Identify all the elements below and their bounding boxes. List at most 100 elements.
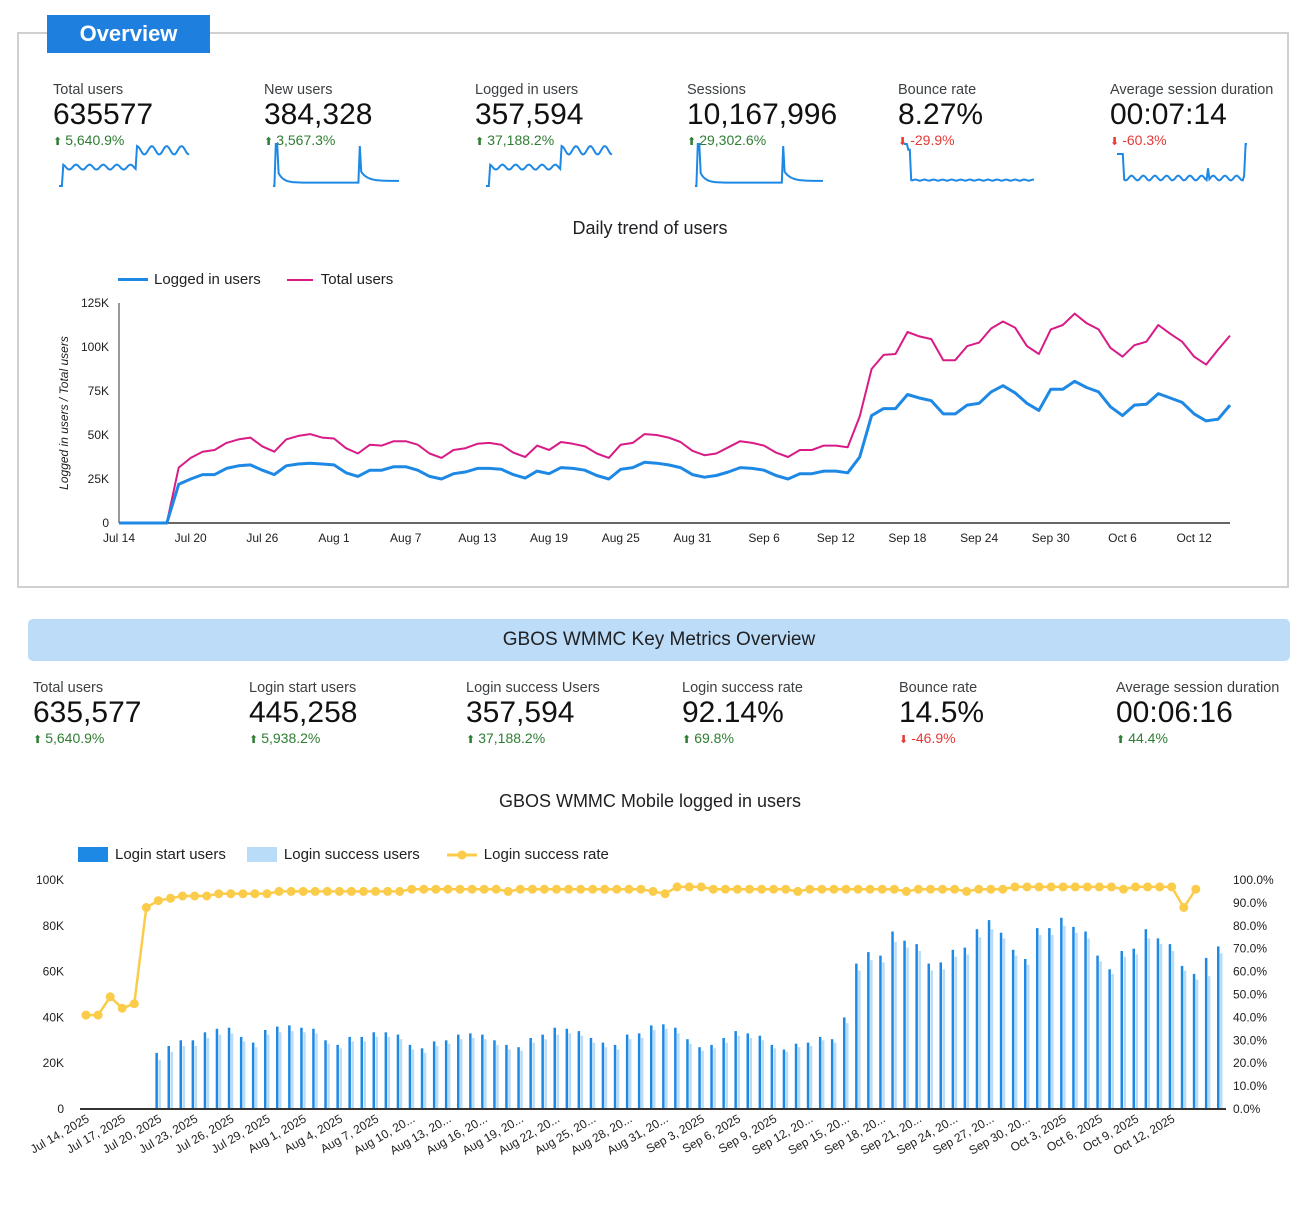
bar-login-start bbox=[987, 920, 991, 1109]
bar-login-start bbox=[1132, 948, 1135, 1109]
bar-login-start bbox=[903, 940, 906, 1109]
rate-point bbox=[817, 884, 827, 894]
mobile-legend: Login start users Login success users Lo… bbox=[78, 846, 609, 863]
rate-point bbox=[190, 891, 200, 901]
bar-login-success bbox=[737, 1035, 740, 1109]
bar-login-start bbox=[891, 931, 894, 1109]
bar-login-success bbox=[1111, 973, 1114, 1109]
bar-login-success bbox=[773, 1048, 777, 1109]
rate-point bbox=[286, 886, 296, 896]
legend-item-total[interactable]: Total users bbox=[286, 271, 393, 288]
bar-login-start bbox=[843, 1017, 846, 1109]
rate-point bbox=[648, 886, 658, 896]
rate-point bbox=[105, 992, 115, 1002]
rate-point bbox=[696, 882, 706, 892]
bar-login-success bbox=[833, 1042, 837, 1109]
kpi-delta: ⬇ -29.9% bbox=[898, 132, 983, 148]
rate-point bbox=[672, 882, 682, 892]
bar-login-start bbox=[1060, 917, 1063, 1109]
rate-point bbox=[926, 884, 935, 894]
rate-point bbox=[166, 893, 175, 903]
bar-login-start bbox=[517, 1047, 520, 1109]
bar-login-start bbox=[770, 1044, 774, 1109]
bar-login-start bbox=[215, 1028, 219, 1109]
rate-point bbox=[238, 889, 248, 899]
bar-login-start bbox=[444, 1040, 448, 1109]
x-tick-label: Jul 26 bbox=[246, 531, 278, 545]
bar-login-start bbox=[541, 1034, 544, 1109]
bar-login-success bbox=[1147, 938, 1151, 1109]
bar-login-success bbox=[327, 1043, 330, 1109]
kpi-label: Login start users bbox=[249, 680, 357, 696]
overview-panel bbox=[17, 32, 1289, 588]
arrow-up-icon: ⬆ bbox=[1116, 734, 1126, 746]
bar-login-start bbox=[481, 1034, 484, 1109]
arrow-up-icon: ⬆ bbox=[682, 734, 692, 746]
rate-point bbox=[793, 886, 803, 896]
kpi-card: Total users 635,577 ⬆ 5,640.9% bbox=[33, 680, 141, 746]
rate-point bbox=[865, 884, 875, 894]
sparkline bbox=[695, 143, 823, 187]
bar-login-success bbox=[339, 1048, 342, 1109]
kpi-delta-value: 29,302.6% bbox=[699, 132, 767, 148]
x-tick-label: Oct 6 bbox=[1108, 531, 1137, 545]
y-tick-label: 25K bbox=[88, 472, 109, 486]
bar-login-start bbox=[589, 1038, 593, 1109]
bar-login-success bbox=[689, 1043, 692, 1109]
legend-item-login-start[interactable]: Login start users bbox=[78, 846, 226, 863]
overview-tab[interactable]: Overview bbox=[47, 15, 210, 53]
rate-point bbox=[274, 886, 284, 896]
bar-login-success bbox=[279, 1032, 282, 1109]
bar-login-success bbox=[725, 1042, 728, 1109]
legend-item-logged-in[interactable]: Logged in users bbox=[118, 271, 261, 288]
legend-item-login-rate[interactable]: Login success rate bbox=[446, 846, 609, 863]
y-tick-label: 60K bbox=[43, 965, 64, 979]
bar-login-success bbox=[761, 1040, 765, 1109]
bar-login-success bbox=[858, 970, 861, 1109]
bar-login-success bbox=[580, 1035, 584, 1109]
rate-point bbox=[443, 884, 453, 894]
bar-login-success bbox=[592, 1042, 596, 1109]
kpi-value: 384,328 bbox=[264, 98, 373, 131]
y2-tick-label: 40.0% bbox=[1233, 1010, 1267, 1024]
bar-login-success bbox=[797, 1047, 801, 1109]
bar-login-start bbox=[239, 1036, 243, 1109]
bar-login-start bbox=[565, 1028, 569, 1109]
bar-login-start bbox=[1180, 965, 1184, 1109]
kpi-card: Sessions 10,167,996 ⬆ 29,302.6% bbox=[687, 82, 837, 148]
rate-point bbox=[805, 884, 815, 894]
bar-login-success bbox=[411, 1049, 415, 1109]
rate-point bbox=[1106, 882, 1116, 892]
mobile-logged-in-chart: 0 20K 40K 60K 80K 100K 0.0% 10.0% 20.0% 30.0% 40.0… bbox=[28, 873, 1274, 1158]
bar-login-start bbox=[408, 1044, 412, 1109]
rate-point bbox=[1022, 882, 1032, 892]
rate-point bbox=[974, 884, 984, 894]
kpi-delta: ⬆ 5,640.9% bbox=[33, 730, 141, 746]
legend-item-login-success[interactable]: Login success users bbox=[246, 846, 420, 863]
legend-label: Logged in users bbox=[154, 271, 261, 288]
rate-point bbox=[515, 884, 525, 894]
rate-point bbox=[1082, 882, 1092, 892]
bar-login-start bbox=[782, 1049, 786, 1109]
kpi-value: 14.5% bbox=[899, 696, 985, 729]
kpi-delta-value: 37,188.2% bbox=[478, 730, 546, 746]
kpi-label: New users bbox=[264, 82, 333, 98]
bar-login-success bbox=[158, 1059, 161, 1109]
rate-point bbox=[81, 1010, 91, 1020]
kpi-delta-value: -60.3% bbox=[1122, 132, 1167, 148]
bar-login-start bbox=[1120, 951, 1123, 1109]
bar-login-start bbox=[710, 1044, 713, 1109]
kpi-delta: ⬆ 3,567.3% bbox=[264, 132, 372, 148]
daily-trend-chart: 0 25K 50K 75K 100K 125K Jul 14 Jul 20 Jul 26 Aug … bbox=[57, 296, 1232, 545]
rate-point bbox=[527, 884, 537, 894]
bar-login-start bbox=[300, 1027, 303, 1109]
kpi-delta-value: 3,567.3% bbox=[276, 132, 336, 148]
bar-login-success bbox=[399, 1039, 403, 1109]
kpi-delta: ⬆ 37,188.2% bbox=[466, 730, 600, 746]
daily-trend-title: Daily trend of users bbox=[572, 218, 728, 238]
bar-login-start bbox=[806, 1042, 810, 1109]
bar-login-start bbox=[1011, 949, 1015, 1109]
kpi-card: Total users 635577 ⬆ 5,640.9% bbox=[53, 82, 153, 148]
rate-point bbox=[841, 884, 851, 894]
bar-login-start bbox=[360, 1036, 363, 1109]
